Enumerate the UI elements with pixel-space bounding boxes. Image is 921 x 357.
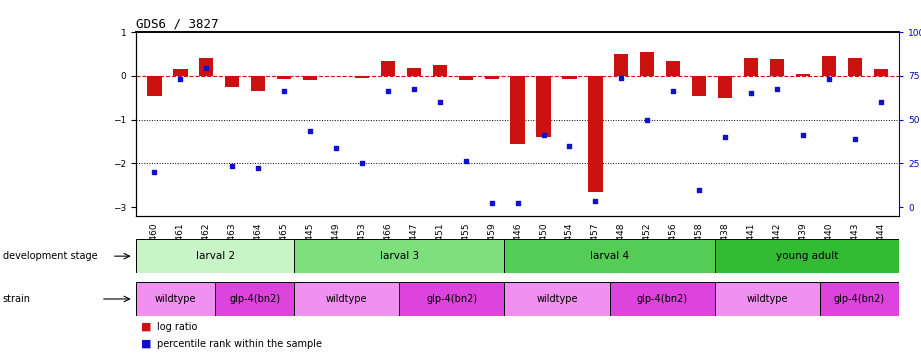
Bar [433, 65, 447, 76]
Point [562, 143, 577, 149]
Text: glp-4(bn2): glp-4(bn2) [636, 294, 688, 304]
Text: young adult: young adult [775, 251, 838, 261]
Bar [770, 59, 784, 76]
Point [822, 76, 836, 82]
Point [277, 89, 292, 94]
Text: wildtype: wildtype [747, 294, 788, 304]
Point [536, 132, 551, 138]
Bar [380, 61, 395, 76]
Bar [666, 61, 681, 76]
Point [666, 89, 681, 94]
Point [640, 117, 655, 122]
Bar [173, 69, 188, 76]
Bar [294, 282, 400, 316]
Text: log ratio: log ratio [157, 322, 198, 332]
Point [380, 89, 395, 94]
Point [484, 200, 499, 206]
Bar [563, 76, 577, 79]
Bar [199, 57, 214, 76]
Point [173, 76, 188, 82]
Point [743, 91, 758, 96]
Text: ■: ■ [141, 339, 151, 349]
Bar [277, 76, 291, 79]
Point [433, 99, 448, 105]
Bar [589, 76, 602, 192]
Bar [355, 76, 369, 78]
Text: wildtype: wildtype [536, 294, 577, 304]
Bar [610, 282, 715, 316]
Text: larval 4: larval 4 [590, 251, 629, 261]
Bar [536, 76, 551, 137]
Bar [847, 57, 862, 76]
Bar [640, 52, 655, 76]
Point [717, 134, 732, 140]
Text: glp-4(bn2): glp-4(bn2) [229, 294, 280, 304]
Bar [715, 239, 899, 273]
Text: strain: strain [3, 294, 30, 304]
Bar [614, 54, 628, 76]
Bar [715, 282, 820, 316]
Point [796, 132, 810, 138]
Bar [459, 76, 472, 80]
Bar [505, 282, 610, 316]
Bar [505, 239, 715, 273]
Point [329, 145, 344, 151]
Text: GDS6 / 3827: GDS6 / 3827 [136, 18, 219, 31]
Bar [796, 74, 810, 76]
Bar [484, 76, 499, 79]
Bar [718, 76, 732, 98]
Point [614, 75, 629, 81]
Point [199, 65, 214, 71]
Point [770, 86, 785, 92]
Bar [147, 76, 161, 96]
Point [873, 99, 888, 105]
Bar [294, 239, 505, 273]
Point [459, 159, 473, 164]
Bar [407, 68, 421, 76]
Text: larval 3: larval 3 [379, 251, 419, 261]
Point [147, 169, 162, 175]
Bar [136, 282, 216, 316]
Bar [692, 76, 706, 96]
Bar [136, 239, 294, 273]
Bar [225, 76, 239, 87]
Point [510, 200, 525, 206]
Text: percentile rank within the sample: percentile rank within the sample [157, 339, 322, 349]
Point [251, 165, 265, 171]
Bar [822, 56, 836, 76]
Text: ■: ■ [141, 322, 151, 332]
Text: larval 2: larval 2 [195, 251, 235, 261]
Point [303, 128, 318, 134]
Bar [303, 76, 317, 80]
Text: glp-4(bn2): glp-4(bn2) [834, 294, 885, 304]
Point [692, 187, 706, 192]
Bar [251, 76, 265, 91]
Point [355, 161, 369, 166]
Point [588, 198, 602, 203]
Text: glp-4(bn2): glp-4(bn2) [426, 294, 477, 304]
Bar [216, 282, 294, 316]
Text: development stage: development stage [3, 251, 98, 261]
Bar [820, 282, 899, 316]
Point [225, 163, 239, 169]
Bar [510, 76, 525, 144]
Text: wildtype: wildtype [155, 294, 196, 304]
Bar [744, 57, 758, 76]
Point [406, 86, 421, 92]
Bar [874, 69, 888, 76]
Bar [400, 282, 505, 316]
Text: wildtype: wildtype [326, 294, 367, 304]
Point [847, 136, 862, 142]
